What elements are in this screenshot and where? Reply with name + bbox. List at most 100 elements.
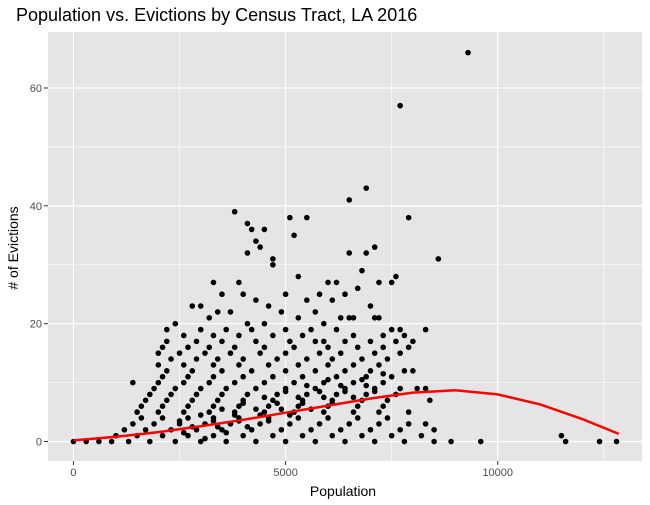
data-point: [253, 338, 259, 345]
y-tick-label: 60: [30, 83, 42, 95]
data-point: [367, 303, 374, 309]
data-point: [180, 362, 187, 368]
data-point: [151, 385, 157, 392]
data-point: [240, 432, 246, 439]
data-point: [206, 344, 213, 351]
data-point: [613, 438, 620, 445]
data-point: [270, 432, 276, 439]
data-point: [287, 421, 293, 427]
data-point: [558, 432, 565, 439]
data-point: [164, 397, 170, 404]
data-point: [282, 368, 289, 374]
data-point: [320, 394, 327, 401]
data-point: [261, 344, 268, 351]
data-point: [337, 350, 344, 356]
data-point: [342, 438, 348, 445]
data-point: [371, 388, 378, 395]
data-point: [155, 350, 162, 356]
data-point: [282, 326, 289, 333]
data-point: [223, 385, 229, 392]
data-point: [261, 379, 268, 386]
data-point: [320, 409, 327, 415]
y-axis-title: # of Evictions: [5, 206, 21, 289]
data-point: [359, 432, 365, 439]
data-point: [342, 291, 348, 298]
data-point: [253, 406, 259, 412]
data-point: [197, 326, 204, 333]
data-point: [214, 397, 221, 404]
data-point: [312, 385, 319, 392]
data-point: [380, 370, 386, 377]
data-point: [172, 438, 179, 445]
data-point: [197, 438, 204, 445]
data-point: [435, 256, 442, 262]
data-point: [219, 426, 225, 433]
data-point: [371, 350, 378, 356]
data-point: [388, 279, 395, 286]
data-point: [219, 338, 225, 345]
data-point: [376, 362, 382, 368]
data-point: [363, 382, 370, 389]
data-point: [312, 338, 319, 345]
data-point: [350, 394, 357, 401]
data-point: [354, 415, 361, 421]
data-point: [397, 326, 403, 333]
data-point: [337, 382, 344, 389]
data-point: [287, 338, 293, 345]
data-point: [240, 400, 246, 407]
data-point: [325, 279, 331, 286]
data-point: [274, 356, 280, 362]
y-tick-label: 20: [30, 319, 42, 331]
data-point: [189, 368, 196, 374]
data-point: [270, 261, 276, 268]
data-point: [337, 315, 344, 321]
data-point: [155, 409, 162, 415]
data-point: [401, 438, 408, 445]
data-point: [371, 244, 378, 250]
data-point: [329, 432, 336, 439]
data-point: [325, 415, 331, 421]
data-point: [304, 214, 310, 221]
data-point: [388, 326, 395, 333]
data-point: [350, 362, 357, 368]
data-point: [185, 403, 191, 409]
data-point: [130, 421, 136, 427]
data-point: [227, 309, 234, 315]
data-point: [354, 344, 361, 351]
data-point: [155, 379, 162, 386]
data-point: [180, 409, 187, 415]
data-point: [316, 350, 323, 356]
data-point: [96, 438, 102, 445]
data-point: [185, 344, 191, 351]
data-point: [282, 438, 289, 445]
data-point: [210, 418, 217, 424]
data-point: [270, 397, 276, 404]
data-point: [308, 326, 314, 333]
data-point: [346, 250, 353, 256]
data-point: [219, 291, 225, 298]
data-point: [431, 426, 437, 433]
data-point: [427, 397, 433, 404]
data-point: [308, 426, 314, 433]
data-point: [346, 421, 353, 427]
data-point: [380, 379, 386, 386]
data-point: [342, 388, 348, 395]
data-point: [210, 432, 217, 439]
data-point: [333, 373, 340, 380]
data-point: [325, 344, 331, 351]
data-point: [240, 373, 246, 380]
data-point: [380, 403, 386, 409]
data-point: [371, 315, 378, 321]
data-point: [410, 338, 416, 345]
data-point: [329, 356, 336, 362]
data-point: [295, 273, 302, 280]
data-point: [397, 426, 403, 433]
x-tick-label: 5000: [273, 467, 297, 479]
data-point: [248, 426, 255, 433]
data-point: [227, 350, 234, 356]
data-point: [431, 438, 437, 445]
data-point: [465, 49, 471, 56]
data-point: [401, 332, 408, 339]
data-point: [265, 303, 272, 309]
data-point: [253, 385, 259, 392]
